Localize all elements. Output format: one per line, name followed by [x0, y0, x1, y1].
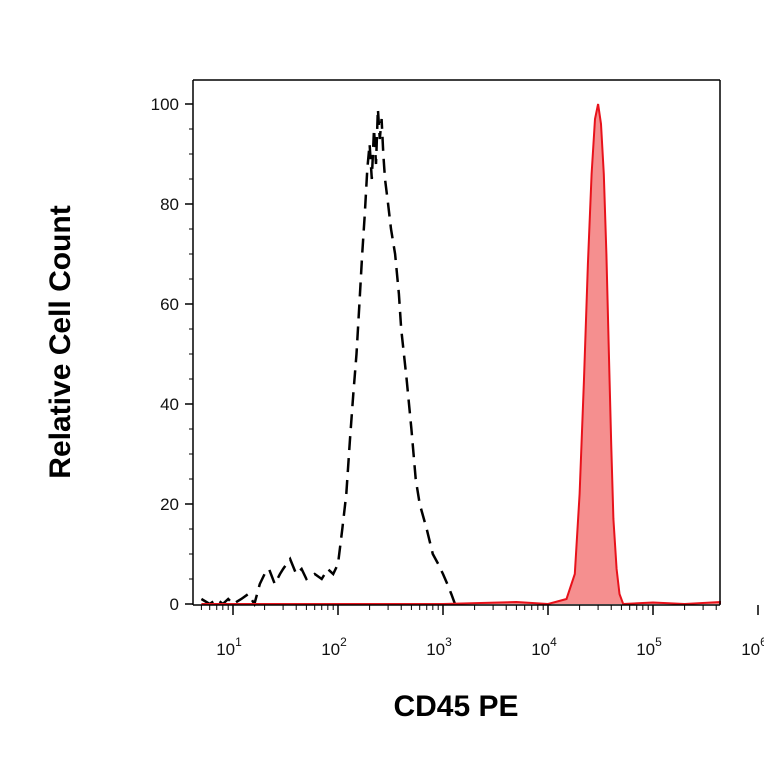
axis-layer	[192, 79, 721, 606]
x-tick-label: 101	[216, 635, 242, 659]
x-tick-label: 103	[426, 635, 452, 659]
histogram-fill-1	[201, 104, 720, 604]
x-tick-label: 105	[636, 635, 662, 659]
histogram-line-0	[200, 108, 462, 608]
x-tick-label: 102	[321, 635, 347, 659]
y-tick-label: 20	[160, 495, 179, 514]
x-tick-label: 104	[531, 635, 557, 659]
y-tick-label: 60	[160, 295, 179, 314]
y-tick-label: 100	[151, 95, 179, 114]
histogram-line-1	[201, 103, 721, 606]
y-tick-label: 40	[160, 395, 179, 414]
y-axis-title: Relative Cell Count	[44, 205, 77, 478]
y-tick-label: 80	[160, 195, 179, 214]
x-axis-title: CD45 PE	[393, 690, 518, 723]
x-tick-label: 106	[741, 635, 764, 659]
y-tick-label: 0	[170, 595, 179, 614]
series-layer	[200, 103, 721, 608]
tick-layer: 0 20 40 60 80 100 101 102 103 104 105 106	[151, 95, 764, 659]
